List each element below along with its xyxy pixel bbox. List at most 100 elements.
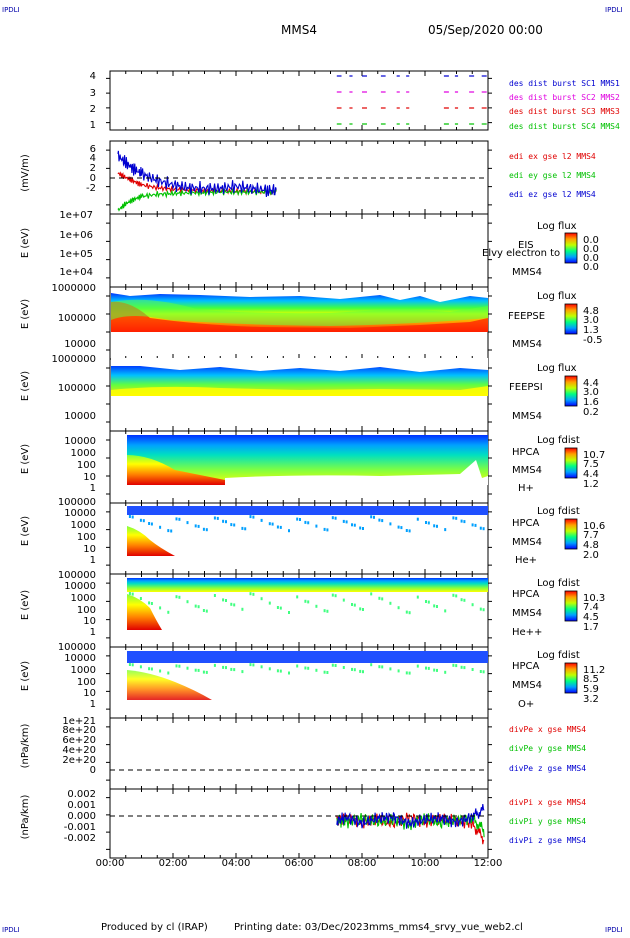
hpca-he-cb-tick: 7.7 [583,530,599,541]
edi-ytick: -2 [86,183,96,194]
speckle-mark [479,670,482,673]
speckle-mark [142,519,145,523]
feepse-sc-label: MMS4 [512,339,542,350]
hpca-hepp-ytick: 100 [77,605,96,616]
hpca-hepp-sc-label: MMS4 [512,608,542,619]
speckle-mark [427,600,430,604]
speckle-mark [131,663,134,667]
hpca-h-colorbar [564,447,578,479]
speckle-mark [252,515,255,519]
eis-colorbar [564,232,578,264]
divpe-ytick: 2e+20 [62,755,96,766]
feepsi-instrument-label: FEEPSI [509,382,543,393]
hpca-he-ytick: 100 [77,532,96,543]
speckle-mark [408,529,411,533]
speckle-mark [148,601,151,605]
hpca-hepp-cb-tick: 10.3 [583,593,605,604]
speckle-mark [326,671,329,674]
speckle-mark [276,606,279,609]
speckle-mark [249,663,252,667]
speckle-mark [178,517,181,521]
hpca-h-ytick: 100 [77,460,96,471]
speckle-mark [425,600,427,603]
eis-colorbar-title: Log flux [537,221,577,232]
speckle-mark [159,669,162,673]
hpca-hepp-ytick: 10000 [64,581,96,592]
header-spacecraft: MMS4 [281,23,317,37]
edi-ylabel: (mV/m) [20,154,31,192]
speckle-mark [331,663,334,667]
burst-legend-sc2: des dist burst SC2 MMS2 [509,93,620,102]
speckle-mark [175,595,178,599]
speckle-mark [405,610,408,614]
hpca-h-species-label: H+ [518,483,534,494]
speckle-mark [230,667,233,671]
speckle-mark [397,669,400,673]
speckle-mark [326,528,329,532]
hpca-hepp-cb-tick: 4.5 [583,612,599,623]
divpi-legend-x: divPi x gse MMS4 [509,798,586,807]
speckle-mark [167,529,170,533]
speckle-mark [186,666,189,670]
speckle-mark [139,665,142,669]
speckle-mark [444,670,447,674]
speckle-mark [427,666,430,670]
speckle-mark [378,518,381,522]
hpca-he-colorbar [564,518,578,550]
speckle-mark [334,664,337,667]
hpca-hepp-ylabel: E (eV) [20,590,31,620]
panel-feeps-ion: E (eV) 1000000 100000 10000 FEEPSI MMS4 … [20,354,599,422]
corner-label-top-right: IPDLI [605,6,623,14]
panel-hpca-hepp: E (eV) 100000 10000 1000 100 10 1 HPCA M… [20,570,605,638]
speckle-mark [433,668,436,672]
panel-hpca-he: E (eV) 100000 10000 1000 100 10 1 HPCA M… [20,497,605,566]
speckle-mark [370,592,373,596]
speckle-mark [150,602,153,605]
divpe-ytick: 6e+20 [62,735,96,746]
speckle-mark [381,519,384,523]
eis-sc-label: MMS4 [512,267,542,278]
speckle-mark [362,527,364,530]
speckle-mark [323,527,326,531]
speckle-mark [362,670,364,674]
eis-cb-tick: 0.0 [583,244,599,255]
hpca-o-speckle [128,663,485,675]
feepsi-sc-label: MMS4 [512,411,542,422]
speckle-mark [370,663,373,667]
speckle-mark [381,597,384,601]
speckle-mark [202,670,205,674]
speckle-mark [296,517,299,521]
speckle-mark [397,606,400,610]
speckle-mark [373,515,375,519]
speckle-mark [436,668,438,672]
time-axis: 00:00 02:00 04:00 06:00 08:00 10:00 12:0… [96,858,503,869]
speckle-mark [167,671,170,675]
speckle-mark [233,523,236,527]
hpca-he-colorbar-title: Log fdist [537,506,580,517]
hpca-o-species-label: O+ [518,699,534,710]
feepsi-ylabel: E (eV) [20,371,31,401]
hpca-o-ytick: 1000 [71,665,96,676]
speckle-mark [241,526,244,530]
feepsi-ytick: 1000000 [51,354,96,365]
hpca-he-high-band [127,506,488,515]
speckle-mark [197,605,200,609]
hpca-h-cb-tick: 7.5 [583,459,599,470]
eis-ylabel: E (eV) [20,228,31,258]
speckle-mark [397,525,400,529]
hpca-h-ytick: 1000 [71,448,96,459]
feepse-ytick: 1000000 [51,283,96,294]
time-tick-label: 12:00 [474,858,503,869]
speckle-mark [471,523,474,527]
time-tick-label: 10:00 [411,858,440,869]
speckle-mark [416,517,419,521]
speckle-mark [249,515,252,519]
speckle-mark [205,609,208,613]
speckle-mark [479,526,482,530]
hpca-he-species-label: He+ [515,555,537,566]
speckle-mark [471,668,474,671]
speckle-mark [276,669,279,673]
speckle-mark [186,521,189,525]
panel-edi: (mV/m) 6 4 2 0 -2 edi ex gse l2 MMS4 edi… [20,144,596,212]
speckle-mark [252,663,255,667]
